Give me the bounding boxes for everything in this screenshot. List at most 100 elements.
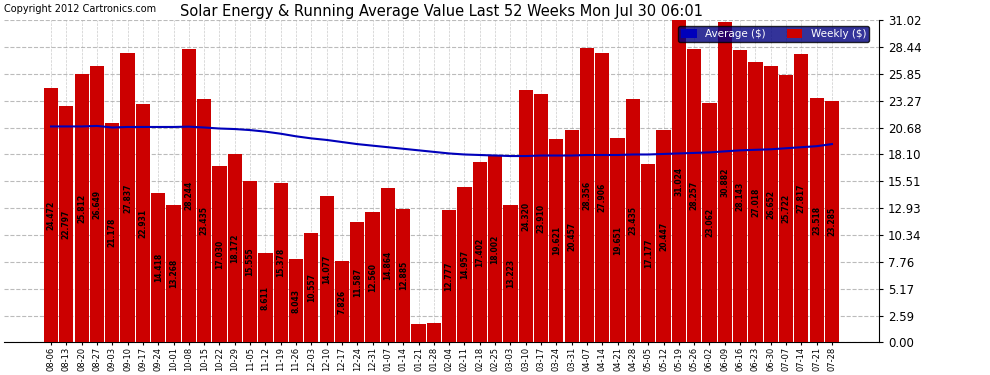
Bar: [642, 164, 655, 342]
Bar: [105, 123, 120, 342]
Text: 30.882: 30.882: [721, 167, 730, 197]
Bar: [335, 261, 349, 342]
Bar: [182, 49, 196, 342]
Bar: [488, 156, 502, 342]
Bar: [580, 48, 594, 342]
Bar: [320, 196, 334, 342]
Bar: [166, 205, 180, 342]
Bar: [44, 88, 58, 342]
Text: 18.172: 18.172: [231, 233, 240, 263]
Text: 23.910: 23.910: [537, 204, 545, 233]
Bar: [90, 66, 104, 342]
Bar: [718, 22, 732, 342]
Text: 27.837: 27.837: [123, 183, 132, 213]
Bar: [243, 181, 257, 342]
Title: Solar Energy & Running Average Value Last 52 Weeks Mon Jul 30 06:01: Solar Energy & Running Average Value Las…: [180, 4, 703, 19]
Bar: [671, 20, 686, 342]
Bar: [534, 94, 548, 342]
Text: 18.002: 18.002: [491, 234, 500, 264]
Bar: [763, 66, 778, 342]
Text: 8.611: 8.611: [261, 286, 270, 310]
Bar: [442, 210, 456, 342]
Bar: [595, 53, 610, 342]
Text: 28.244: 28.244: [184, 181, 193, 210]
Text: 14.077: 14.077: [322, 255, 332, 284]
Text: 24.320: 24.320: [521, 202, 531, 231]
Text: 17.402: 17.402: [475, 237, 484, 267]
Bar: [733, 50, 747, 342]
Bar: [503, 205, 518, 342]
Bar: [472, 162, 487, 342]
Text: 19.621: 19.621: [551, 226, 561, 255]
Bar: [213, 166, 227, 342]
Bar: [748, 62, 762, 342]
Bar: [59, 106, 73, 342]
Text: 23.285: 23.285: [828, 207, 837, 236]
Bar: [702, 103, 717, 342]
Bar: [779, 75, 793, 342]
Text: 23.435: 23.435: [200, 206, 209, 235]
Text: 28.143: 28.143: [736, 182, 744, 211]
Text: 7.826: 7.826: [338, 290, 346, 314]
Text: 27.817: 27.817: [797, 183, 806, 213]
Text: 13.268: 13.268: [169, 259, 178, 288]
Bar: [136, 104, 150, 342]
Text: 12.560: 12.560: [368, 263, 377, 292]
Text: 15.555: 15.555: [246, 248, 254, 276]
Bar: [810, 98, 824, 342]
Text: 24.472: 24.472: [47, 201, 55, 230]
Text: 15.378: 15.378: [276, 248, 285, 277]
Bar: [457, 187, 471, 342]
Bar: [427, 323, 441, 342]
Bar: [151, 193, 165, 342]
Bar: [273, 183, 288, 342]
Text: 12.885: 12.885: [399, 261, 408, 290]
Bar: [396, 209, 410, 342]
Text: 10.557: 10.557: [307, 273, 316, 302]
Text: 25.812: 25.812: [77, 194, 86, 223]
Text: 25.722: 25.722: [781, 194, 791, 224]
Bar: [412, 324, 426, 342]
Text: 26.652: 26.652: [766, 189, 775, 219]
Bar: [825, 100, 840, 342]
Text: 14.418: 14.418: [153, 253, 162, 282]
Text: 26.649: 26.649: [92, 189, 102, 219]
Bar: [687, 49, 701, 342]
Text: 28.257: 28.257: [690, 181, 699, 210]
Bar: [304, 233, 319, 342]
Text: 17.177: 17.177: [644, 238, 652, 268]
Text: 17.030: 17.030: [215, 239, 224, 268]
Text: 21.178: 21.178: [108, 218, 117, 247]
Bar: [794, 54, 809, 342]
Bar: [519, 90, 533, 342]
Bar: [656, 130, 670, 342]
Bar: [626, 99, 640, 342]
Text: 31.024: 31.024: [674, 167, 683, 196]
Text: Copyright 2012 Cartronics.com: Copyright 2012 Cartronics.com: [4, 4, 156, 14]
Text: 19.651: 19.651: [613, 226, 622, 255]
Text: 27.018: 27.018: [750, 188, 760, 217]
Text: 22.797: 22.797: [61, 209, 71, 239]
Bar: [74, 74, 89, 342]
Text: 14.864: 14.864: [383, 251, 392, 280]
Text: 23.435: 23.435: [629, 206, 638, 235]
Text: 14.957: 14.957: [460, 250, 469, 279]
Text: 20.447: 20.447: [659, 222, 668, 251]
Text: 28.356: 28.356: [582, 181, 591, 210]
Bar: [564, 130, 579, 342]
Bar: [289, 259, 303, 342]
Bar: [350, 222, 364, 342]
Bar: [197, 99, 211, 342]
Text: 11.587: 11.587: [352, 268, 361, 297]
Bar: [381, 188, 395, 342]
Text: 22.931: 22.931: [139, 209, 148, 238]
Text: 13.223: 13.223: [506, 259, 515, 288]
Bar: [365, 212, 380, 342]
Text: 20.457: 20.457: [567, 222, 576, 251]
Bar: [121, 53, 135, 342]
Bar: [228, 154, 242, 342]
Text: 12.777: 12.777: [445, 261, 453, 291]
Text: 8.043: 8.043: [291, 289, 301, 313]
Bar: [611, 138, 625, 342]
Legend: Average ($), Weekly ($): Average ($), Weekly ($): [678, 26, 869, 42]
